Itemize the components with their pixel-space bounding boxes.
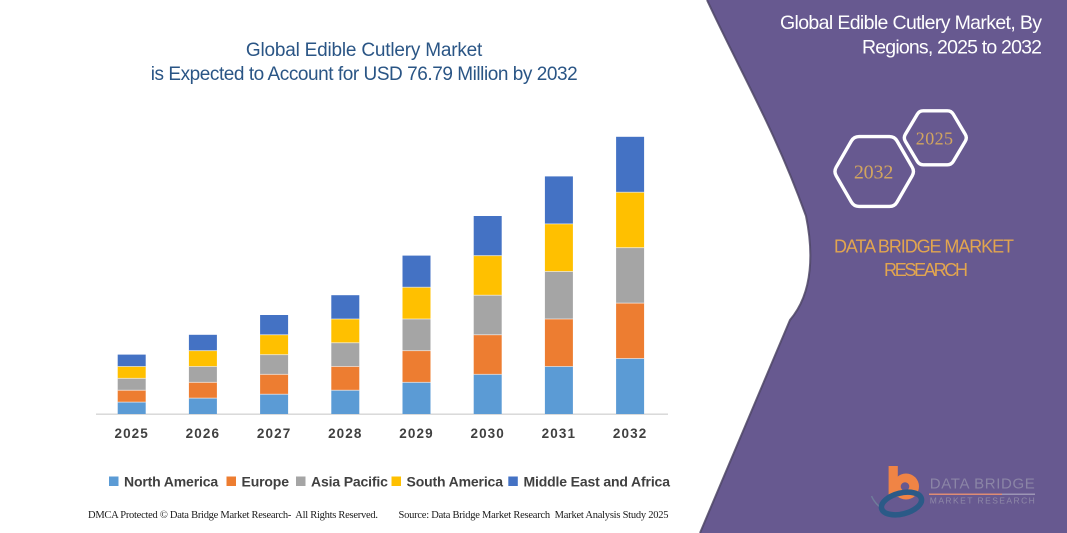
svg-text:Regions, 2025 to 2032: Regions, 2025 to 2032 [862, 37, 1042, 59]
svg-text:Source: Data Bridge Market Res: Source: Data Bridge Market Research Mark… [399, 510, 669, 521]
svg-text:2032: 2032 [854, 161, 894, 183]
svg-text:2025: 2025 [114, 426, 148, 441]
svg-text:2032: 2032 [613, 426, 647, 441]
svg-text:2027: 2027 [257, 426, 291, 441]
svg-text:Global Edible Cutlery Market: Global Edible Cutlery Market [246, 40, 483, 61]
svg-text:Global Edible Cutlery Market,: Global Edible Cutlery Market, By [780, 12, 1042, 34]
svg-text:2029: 2029 [399, 426, 433, 441]
svg-text:2031: 2031 [542, 426, 576, 441]
svg-text:North America: North America [124, 474, 218, 490]
svg-text:2030: 2030 [470, 426, 504, 441]
svg-text:South America: South America [407, 474, 504, 490]
svg-text:DATA BRIDGE MARKET: DATA BRIDGE MARKET [834, 237, 1014, 257]
svg-text:2025: 2025 [916, 129, 953, 149]
svg-text:Middle East and Africa: Middle East and Africa [524, 474, 671, 490]
svg-text:RESEARCH: RESEARCH [884, 260, 968, 280]
svg-text:2028: 2028 [328, 426, 362, 441]
svg-text:Europe: Europe [242, 474, 290, 490]
svg-text:DATA BRIDGE: DATA BRIDGE [930, 476, 1035, 493]
svg-text:DMCA Protected © Data Bridge M: DMCA Protected © Data Bridge Market Rese… [88, 510, 378, 521]
svg-text:is Expected to Account for USD: is Expected to Account for USD 76.79 Mil… [151, 64, 578, 85]
svg-text:MARKET RESEARCH: MARKET RESEARCH [930, 496, 1035, 506]
svg-text:Asia Pacific: Asia Pacific [311, 474, 388, 490]
svg-text:2026: 2026 [186, 426, 220, 441]
